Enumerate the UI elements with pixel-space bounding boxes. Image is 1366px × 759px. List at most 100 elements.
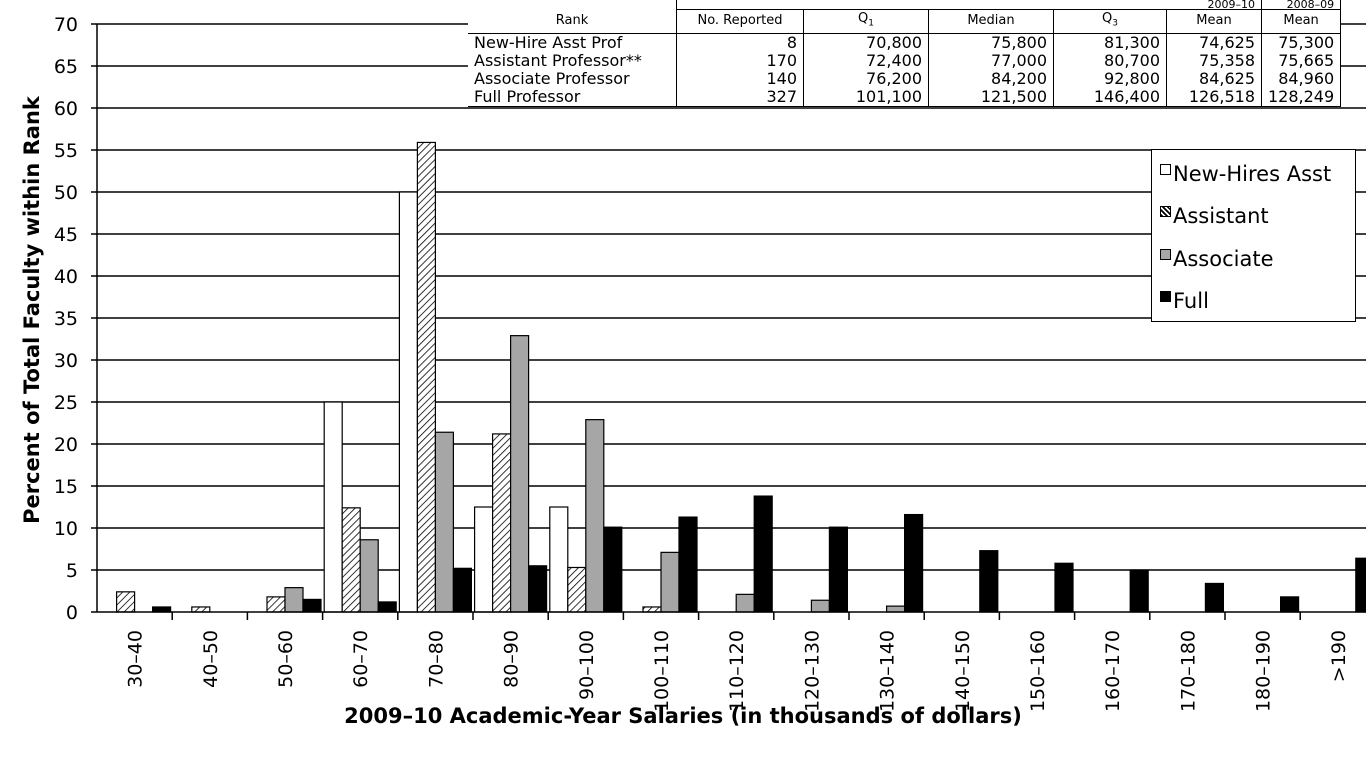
bar [377,601,397,613]
legend-item-new-hires: New-Hires Asst [1160,162,1331,186]
column-header-row: Rank No. Reported Q1 Median Q3 Mean Mean [468,9,1342,34]
bar [416,141,436,613]
table-cell: 75,665 [1260,51,1342,70]
x-tick-label: 150–160 [1027,630,1049,712]
legend-item-full: Full [1160,289,1209,313]
bar [642,606,662,613]
x-tick-label: 130–140 [877,630,899,712]
x-tick-label: 40–50 [200,630,222,688]
bar [885,605,906,613]
x-tick-label: 140–150 [952,630,974,712]
legend-swatch-gray [1160,249,1171,260]
legend: New-Hires Asst Assistant Associate Full [1151,149,1356,322]
year-current: 2009–10 [676,0,1262,10]
table-cell: 126,518 [1166,87,1262,107]
header-prior-mean: Mean [1260,9,1342,34]
x-tick-label: 110–120 [726,630,748,712]
bar [474,506,494,613]
y-tick-label: 70 [54,14,78,36]
bar [115,591,136,613]
table-cell: 101,100 [803,87,929,107]
year-prior: 2008–09 [1260,0,1342,10]
table-cell: 128,249 [1260,87,1342,107]
bar [323,401,343,613]
bar [452,567,472,613]
bars [115,141,1366,613]
table-cell: 75,358 [1166,51,1262,70]
bar [903,513,924,613]
y-tick-label: 15 [54,476,78,498]
x-tick-label: 90–100 [576,630,598,700]
table-cell: 80,700 [1053,51,1167,70]
table-cell: 75,800 [928,33,1054,52]
x-tick-label: 160–170 [1102,630,1124,712]
x-tick-label: 30–40 [125,630,147,688]
legend-swatch-white [1160,164,1171,175]
table-cell: 327 [676,87,804,107]
rank-cell: Full Professor [468,87,677,107]
bar [510,335,530,613]
table-cell: 81,300 [1053,33,1167,52]
y-tick-label: 5 [66,560,78,582]
bar [434,431,454,613]
table-cell: 84,960 [1260,69,1342,88]
table-cell: 84,200 [928,69,1054,88]
bar [753,495,773,613]
table-cell: 84,625 [1166,69,1262,88]
table-row: Associate Professor 140 76,200 84,200 92… [468,69,1342,88]
header-no-reported: No. Reported [676,9,804,34]
y-tick-label: 0 [66,602,78,624]
bar [266,596,286,613]
table-cell: 76,200 [803,69,929,88]
y-tick-label: 20 [54,434,78,456]
bar [585,419,605,613]
bar [1129,569,1149,613]
header-median: Median [928,9,1054,34]
table-cell: 8 [676,33,804,52]
bar [567,566,587,613]
x-tick-labels: 30–40 40–50 50–60 60–70 70–80 80–90 90–100 100–… [125,630,1350,712]
bar [284,587,304,613]
table-cell: 121,500 [928,87,1054,107]
table-row: Assistant Professor** 170 72,400 77,000 … [468,51,1342,70]
bar [359,539,379,613]
table-cell: 140 [676,69,804,88]
bar [341,507,361,613]
year-header-row: 2009–10 2008–09 [468,0,1342,10]
bar [527,565,548,613]
y-tick-label: 50 [54,182,78,204]
legend-swatch-black [1160,291,1171,302]
x-tick-label: 70–80 [425,630,447,688]
bar [979,550,999,613]
table-cell: 74,625 [1166,33,1262,52]
bar [152,606,172,613]
bar [735,593,755,613]
rank-cell: New-Hire Asst Prof [468,33,677,52]
x-tick-label: 120–130 [801,630,823,712]
x-tick-label: 180–190 [1253,630,1275,712]
x-tick-label: 80–90 [501,630,523,688]
y-tick-label: 35 [54,308,78,330]
table-cell: 72,400 [803,51,929,70]
y-tick-label: 60 [54,98,78,120]
legend-item-associate: Associate [1160,247,1274,271]
bar [678,516,698,613]
header-q1: Q1 [803,9,929,34]
y-tick-label: 40 [54,266,78,288]
table-cell: 170 [676,51,804,70]
y-tick-label: 65 [54,56,78,78]
bar [1279,596,1300,613]
x-tick-label: 170–180 [1177,630,1199,712]
x-tick-label: 100–110 [651,630,673,712]
header-q3: Q3 [1053,9,1167,34]
y-tick-label: 55 [54,140,78,162]
table-row: New-Hire Asst Prof 8 70,800 75,800 81,30… [468,33,1342,52]
salary-summary-table: 2009–10 2008–09 Rank No. Reported Q1 Med… [468,0,1342,107]
y-tick-label: 30 [54,350,78,372]
bar [191,606,211,613]
y-tick-label: 10 [54,518,78,540]
x-axis-label: 2009–10 Academic-Year Salaries (in thous… [344,704,1022,728]
header-mean: Mean [1166,9,1262,34]
rank-cell: Associate Professor [468,69,677,88]
bar [828,526,849,613]
